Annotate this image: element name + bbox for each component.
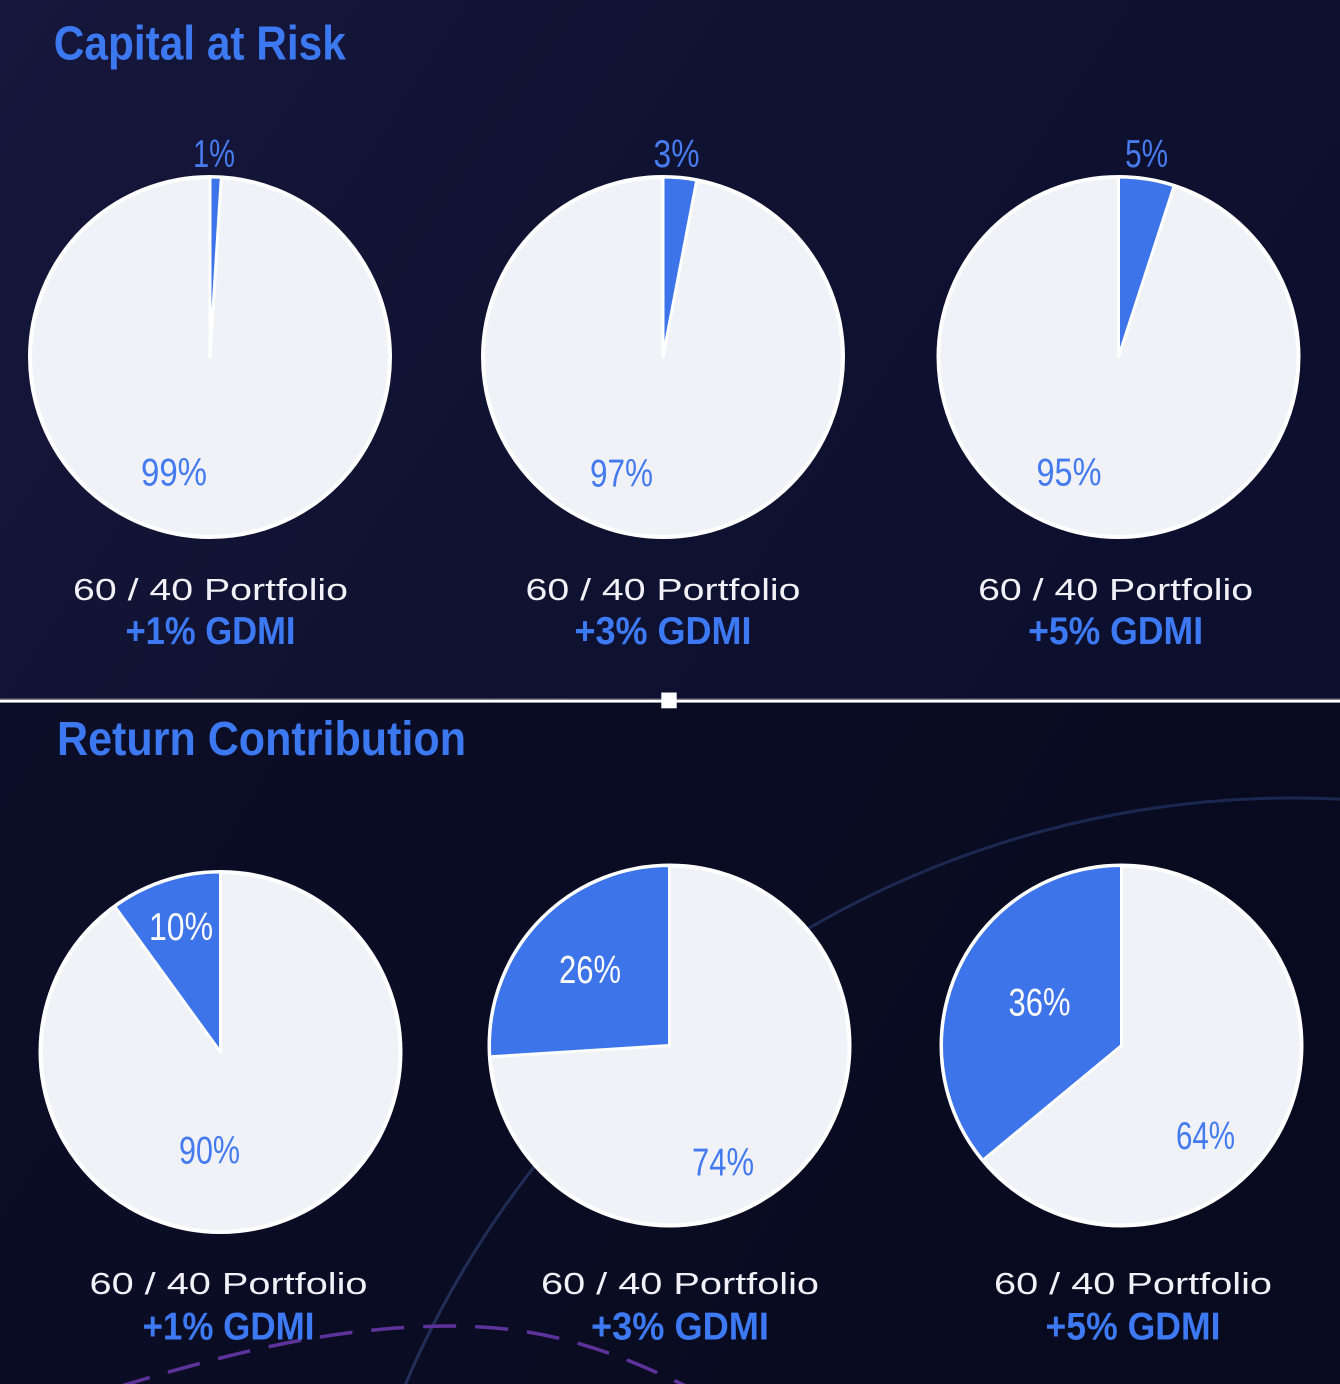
svg-text:60 / 40 Portfolio: 60 / 40 Portfolio xyxy=(994,1267,1272,1301)
svg-text:60 / 40 Portfolio: 60 / 40 Portfolio xyxy=(541,1267,819,1301)
svg-text:+5% GDMI: +5% GDMI xyxy=(1028,610,1203,653)
svg-text:+5% GDMI: +5% GDMI xyxy=(1046,1306,1221,1349)
svg-text:60 / 40 Portfolio: 60 / 40 Portfolio xyxy=(978,573,1253,607)
svg-text:99%: 99% xyxy=(141,452,207,495)
svg-text:74%: 74% xyxy=(692,1142,754,1185)
svg-text:26%: 26% xyxy=(559,949,621,992)
svg-text:+3% GDMI: +3% GDMI xyxy=(575,610,752,653)
svg-text:+3% GDMI: +3% GDMI xyxy=(591,1306,769,1349)
svg-text:64%: 64% xyxy=(1176,1115,1235,1158)
svg-text:90%: 90% xyxy=(179,1130,240,1173)
svg-text:Return Contribution: Return Contribution xyxy=(57,712,466,766)
svg-text:36%: 36% xyxy=(1009,982,1071,1025)
svg-text:95%: 95% xyxy=(1037,452,1102,495)
svg-text:60 / 40 Portfolio: 60 / 40 Portfolio xyxy=(73,573,348,607)
svg-text:+1% GDMI: +1% GDMI xyxy=(126,610,296,653)
svg-text:Capital at Risk: Capital at Risk xyxy=(54,17,347,71)
svg-text:+1% GDMI: +1% GDMI xyxy=(143,1306,315,1349)
svg-text:60 / 40 Portfolio: 60 / 40 Portfolio xyxy=(90,1267,368,1301)
svg-text:97%: 97% xyxy=(590,453,653,496)
svg-text:1%: 1% xyxy=(193,133,235,176)
svg-text:5%: 5% xyxy=(1125,133,1168,176)
svg-text:10%: 10% xyxy=(149,906,213,949)
svg-text:60 / 40 Portfolio: 60 / 40 Portfolio xyxy=(526,573,801,607)
svg-text:3%: 3% xyxy=(654,133,700,176)
